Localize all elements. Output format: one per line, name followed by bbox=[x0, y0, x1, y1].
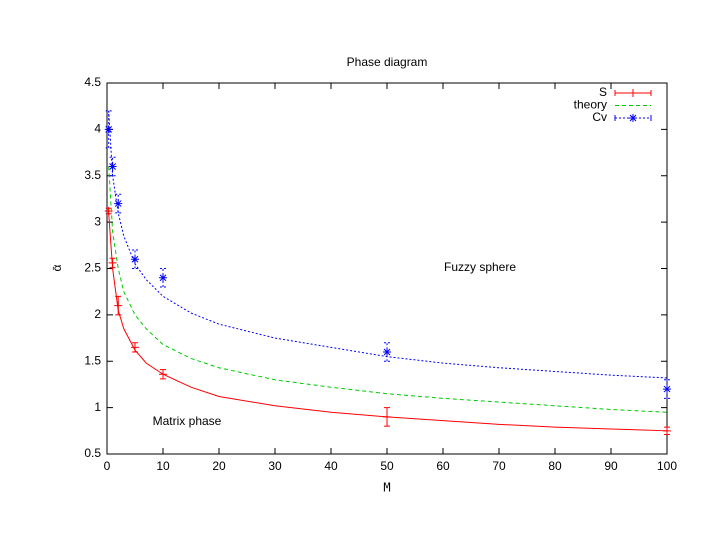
y-axis-label: ᾱ bbox=[50, 264, 64, 271]
y-tick-label: 3.5 bbox=[84, 168, 101, 182]
legend-label: Cv bbox=[592, 110, 607, 124]
y-tick-label: 3 bbox=[94, 214, 101, 228]
annotation: Matrix phase bbox=[153, 414, 222, 428]
x-tick-label: 50 bbox=[380, 459, 394, 473]
series-line bbox=[108, 110, 668, 379]
point bbox=[104, 125, 113, 134]
point bbox=[131, 255, 139, 264]
x-tick-label: 90 bbox=[604, 459, 618, 473]
legend-swatch bbox=[614, 90, 652, 96]
y-tick-label: 4 bbox=[94, 122, 101, 136]
chart-title: Phase diagram bbox=[347, 55, 428, 69]
point bbox=[383, 347, 391, 356]
x-tick-label: 0 bbox=[104, 459, 111, 473]
point bbox=[108, 162, 117, 171]
y-tick-label: 2.5 bbox=[84, 261, 101, 275]
x-tick-label: 80 bbox=[548, 459, 562, 473]
y-tick-label: 2 bbox=[94, 307, 101, 321]
point bbox=[629, 114, 637, 122]
x-tick-label: 100 bbox=[657, 459, 677, 473]
x-tick-label: 20 bbox=[212, 459, 226, 473]
annotation: Fuzzy sphere bbox=[444, 260, 516, 274]
x-tick-label: 40 bbox=[324, 459, 338, 473]
x-tick-label: 70 bbox=[492, 459, 506, 473]
y-tick-label: 1.5 bbox=[84, 353, 101, 367]
point bbox=[663, 385, 671, 394]
point bbox=[114, 199, 123, 208]
y-tick-label: 0.5 bbox=[84, 446, 101, 460]
x-tick-label: 30 bbox=[268, 459, 282, 473]
point bbox=[629, 89, 637, 97]
x-tick-label: 10 bbox=[156, 459, 170, 473]
point bbox=[159, 273, 167, 282]
series-line bbox=[108, 166, 668, 413]
x-tick-label: 60 bbox=[436, 459, 450, 473]
legend-label: S bbox=[599, 85, 607, 99]
x-axis-label: M bbox=[383, 481, 390, 495]
series-line bbox=[108, 212, 668, 432]
y-tick-label: 4.5 bbox=[84, 75, 101, 89]
legend-swatch bbox=[614, 115, 652, 121]
legend-label: theory bbox=[574, 98, 607, 112]
y-tick-label: 1 bbox=[94, 400, 101, 414]
plot-frame bbox=[106, 82, 668, 455]
